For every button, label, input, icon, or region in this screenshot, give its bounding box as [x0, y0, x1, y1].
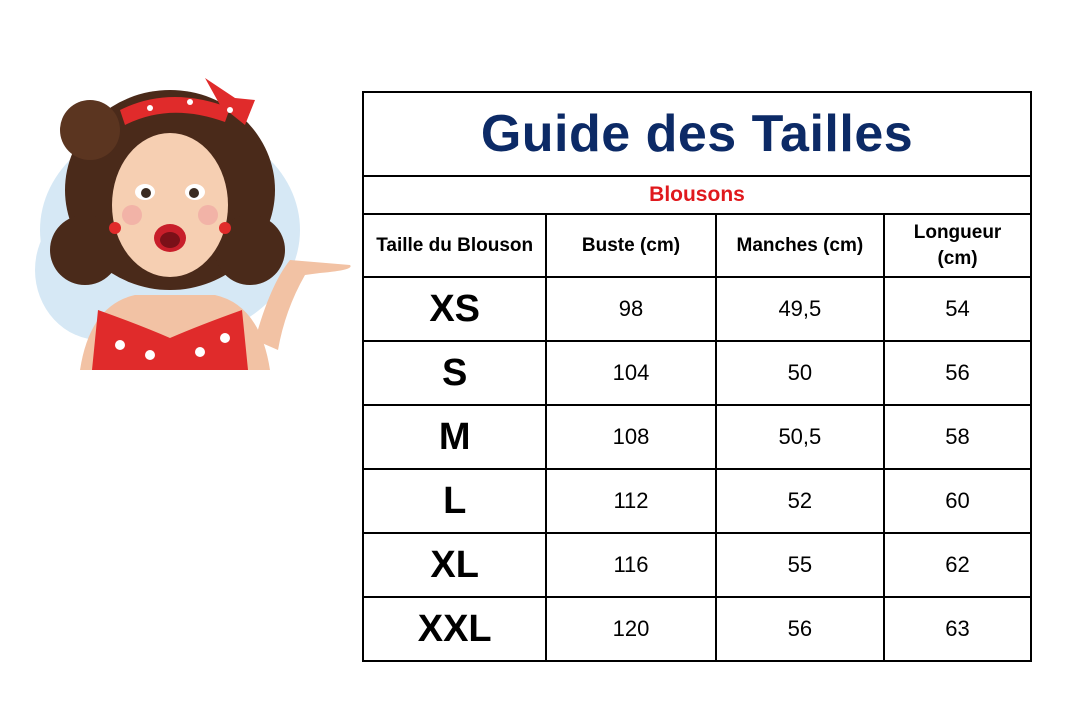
- buste-cell: 104: [545, 340, 717, 406]
- size-cell: S: [361, 340, 548, 406]
- header-size: Taille du Blouson: [361, 213, 548, 278]
- manches-cell: 55: [714, 532, 886, 598]
- table-row: S 104 50 56: [361, 340, 1032, 406]
- manches-cell: 52: [714, 468, 886, 534]
- table-row: XS 98 49,5 54: [361, 276, 1032, 342]
- table-title: Guide des Tailles: [362, 91, 1032, 177]
- header-longueur: Longueur (cm): [883, 213, 1032, 278]
- longueur-cell: 58: [883, 404, 1032, 470]
- buste-cell: 112: [545, 468, 717, 534]
- buste-cell: 116: [545, 532, 717, 598]
- longueur-cell: 63: [883, 596, 1032, 662]
- size-cell: L: [361, 468, 548, 534]
- manches-cell: 50: [714, 340, 886, 406]
- manches-cell: 56: [714, 596, 886, 662]
- buste-cell: 120: [545, 596, 717, 662]
- size-cell: XL: [361, 532, 548, 598]
- longueur-cell: 60: [883, 468, 1032, 534]
- header-buste: Buste (cm): [545, 213, 717, 278]
- size-guide-table: Guide des Tailles Blousons Taille du Blo…: [361, 91, 1032, 662]
- size-cell: XXL: [361, 596, 548, 662]
- table-row: M 108 50,5 58: [361, 404, 1032, 470]
- table-row: XXL 120 56 63: [361, 596, 1032, 662]
- longueur-cell: 54: [883, 276, 1032, 342]
- table-row: XL 116 55 62: [361, 532, 1032, 598]
- longueur-cell: 56: [883, 340, 1032, 406]
- manches-cell: 50,5: [714, 404, 886, 470]
- manches-cell: 49,5: [714, 276, 886, 342]
- header-manches: Manches (cm): [714, 213, 886, 278]
- size-cell: M: [361, 404, 548, 470]
- table-subtitle: Blousons: [362, 175, 1032, 215]
- size-cell: XS: [361, 276, 548, 342]
- table-row: L 112 52 60: [361, 468, 1032, 534]
- buste-cell: 98: [545, 276, 717, 342]
- pin-up-woman-illustration: [35, 78, 351, 370]
- buste-cell: 108: [545, 404, 717, 470]
- longueur-cell: 62: [883, 532, 1032, 598]
